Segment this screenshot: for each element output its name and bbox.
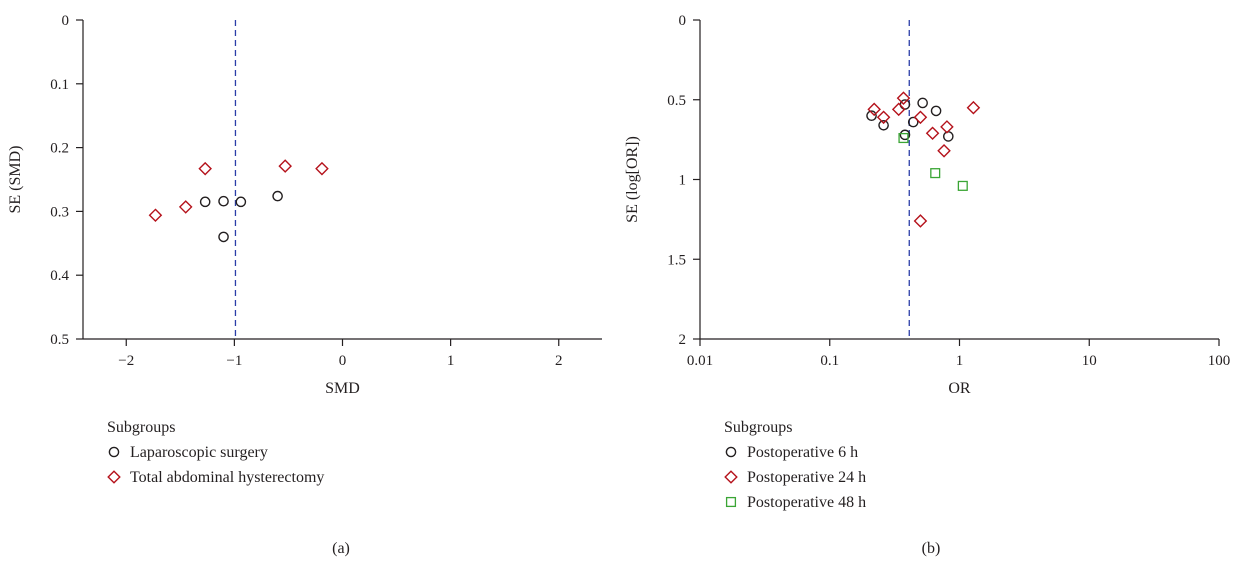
series-circle-group: [199, 190, 283, 243]
panel-a-funnel-plot: 0 0.1 0.2 0.3 0.4 0.5 −2 −1 0 1 2 SMD SE (SMD) Subgro…: [7, 13, 602, 557]
data-point-diamond: [896, 91, 911, 105]
data-point-diamond: [148, 208, 163, 223]
legend-label: Postoperative 48 h: [747, 494, 866, 511]
data-point-diamond: [278, 159, 292, 173]
legend: Subgroups Postoperative 6 h Postoperative …: [724, 419, 866, 511]
legend-title: Subgroups: [724, 419, 792, 436]
x-tick-label: 10: [1082, 353, 1097, 369]
y-tick-label: 0.1: [50, 77, 69, 93]
legend-label: Total abdominal hysterectomy: [130, 469, 324, 486]
data-point-circle: [218, 195, 229, 207]
legend-marker-diamond: [107, 470, 121, 484]
data-point-circle: [943, 131, 954, 142]
x-tick-label: 0.01: [687, 353, 713, 369]
x-tick-label: −1: [226, 353, 242, 369]
data-point-square: [930, 168, 941, 179]
y-tick-label: 0.4: [50, 268, 69, 284]
data-point-circle: [866, 110, 877, 121]
x-tick-label: 1: [447, 353, 455, 369]
data-point-circle: [917, 97, 928, 109]
legend-label: Laparoscopic surgery: [130, 444, 268, 461]
data-point-diamond: [876, 110, 891, 125]
y-tick-label: 0: [679, 13, 687, 29]
data-point-diamond: [925, 126, 940, 141]
data-point-circle: [899, 129, 911, 141]
series-diamond-group: [148, 159, 329, 223]
x-tick-label: 100: [1208, 353, 1231, 369]
data-point-square: [957, 180, 968, 191]
legend-marker-square: [725, 496, 737, 508]
legend: Subgroups Laparoscopic surgery Total abdom…: [107, 419, 324, 486]
data-point-diamond: [966, 100, 981, 115]
y-tick-label: 0: [62, 13, 70, 29]
data-point-circle: [199, 196, 211, 208]
y-axis-title: SE (SMD): [7, 145, 24, 213]
data-point-circle: [272, 190, 283, 202]
y-tick-label: 1.5: [667, 252, 686, 268]
data-point-diamond: [891, 102, 906, 117]
legend-title: Subgroups: [107, 419, 175, 436]
panel-caption: (b): [922, 540, 941, 557]
y-tick-label: 0.5: [50, 332, 69, 348]
x-axis-title: SMD: [325, 380, 360, 397]
data-point-circle: [930, 105, 942, 117]
y-axis-title: SE (log[OR]): [624, 136, 641, 223]
x-tick-label: −2: [118, 353, 134, 369]
legend-label: Postoperative 24 h: [747, 469, 866, 486]
data-point-circle: [218, 231, 229, 243]
panel-b-funnel-plot: 0 0.5 1 1.5 20.01 0.1 1 10 100 OR SE (log[OR]) Subg…: [624, 13, 1230, 557]
y-tick-label: 2: [679, 332, 687, 348]
data-point-diamond: [315, 161, 329, 176]
data-point-diamond: [937, 144, 951, 158]
data-point-diamond: [178, 200, 193, 214]
y-tick-label: 0.3: [50, 204, 69, 220]
y-tick-label: 0.2: [50, 141, 69, 157]
data-point-diamond: [913, 214, 928, 228]
x-tick-label: 1: [956, 353, 964, 369]
series-square-group: [898, 132, 968, 191]
legend-marker-circle: [108, 446, 120, 458]
data-point-circle: [907, 116, 919, 128]
data-point-diamond: [867, 102, 881, 117]
x-tick-label: 0.1: [820, 353, 839, 369]
legend-marker-circle: [725, 446, 737, 458]
data-point-diamond: [913, 110, 928, 125]
data-point-diamond: [198, 161, 212, 176]
legend-marker-diamond: [724, 470, 738, 484]
panel-caption: (a): [332, 540, 350, 557]
data-point-square: [898, 132, 909, 144]
x-tick-label: 0: [339, 353, 347, 369]
y-tick-label: 1: [679, 173, 687, 189]
data-point-circle: [878, 119, 889, 131]
x-tick-label: 2: [555, 353, 563, 369]
data-point-diamond: [940, 120, 954, 134]
data-point-circle: [235, 196, 247, 208]
legend-label: Postoperative 6 h: [747, 444, 858, 461]
y-tick-label: 0.5: [667, 93, 686, 109]
x-axis-title: OR: [948, 380, 971, 397]
series-diamond-group: [867, 91, 981, 228]
